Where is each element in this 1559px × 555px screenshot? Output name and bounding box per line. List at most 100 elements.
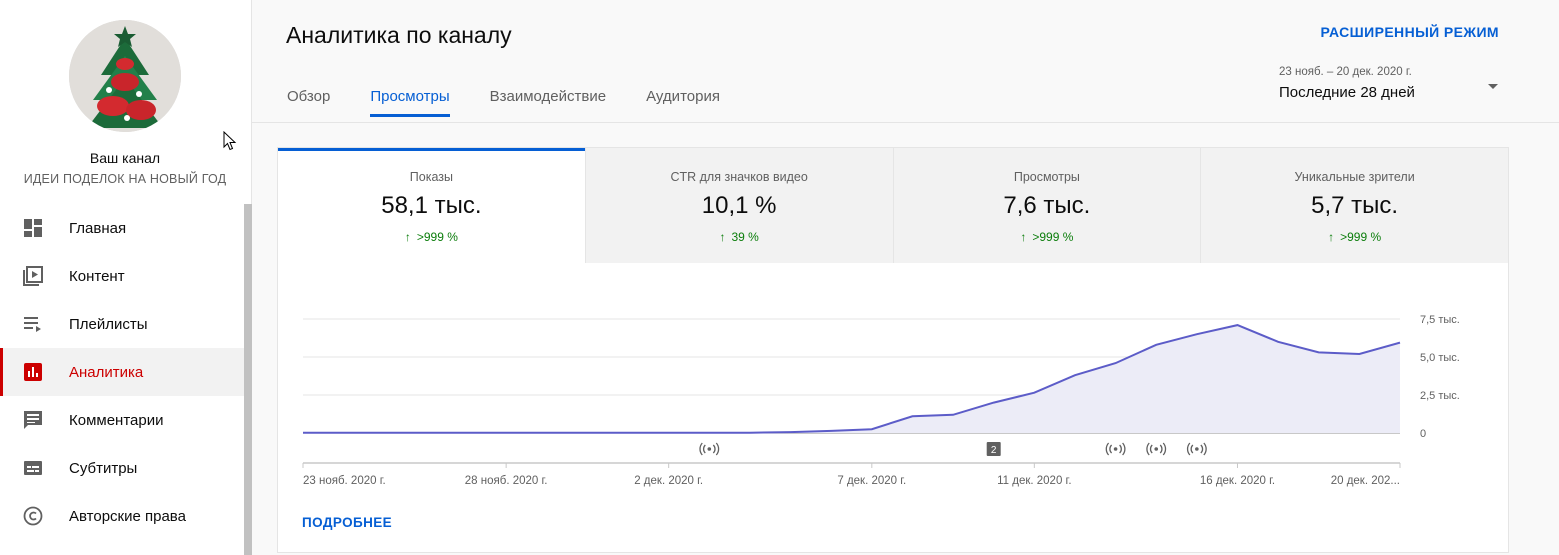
sidebar-item-label: Главная: [69, 219, 127, 237]
metric-label: Уникальные зрители: [1294, 170, 1415, 184]
live-stream-icon-part: [1146, 442, 1150, 456]
channel-subtitle: ИДЕИ ПОДЕЛОК НА НОВЫЙ ГОД: [23, 172, 227, 186]
x-tick-label: 2 дек. 2020 г.: [634, 475, 703, 487]
x-tick-label: 23 нояб. 2020 г.: [303, 475, 386, 487]
metric-label: Просмотры: [1013, 170, 1080, 184]
date-range-period: Последние 28 дней: [1279, 84, 1415, 101]
metric-change-value: >999 %: [1340, 230, 1382, 244]
live-stream-icon-part: [1109, 444, 1113, 454]
metric-label: CTR для значков видео: [670, 170, 808, 184]
sidebar-item-label: Субтитры: [69, 459, 138, 477]
sidebar-item-copyright[interactable]: Авторские права: [0, 492, 244, 540]
x-tick-label: 16 дек. 2020 г.: [1200, 475, 1275, 487]
live-stream-icon-part: [707, 447, 712, 451]
sidebar-item-subtitles[interactable]: Субтитры: [0, 444, 244, 492]
sidebar-item-label: Плейлисты: [69, 315, 148, 333]
sidebar-item-dashboard[interactable]: Главная: [0, 204, 244, 252]
sidebar-nav: Главная Контент Плейлисты Аналитика Комм…: [0, 204, 244, 540]
live-stream-icon-part: [699, 442, 703, 456]
chart-line: [303, 324, 1401, 434]
metric-change-value: >999 %: [416, 230, 458, 244]
arrow-up-icon: ↑: [719, 230, 726, 244]
sidebar-item-content[interactable]: Контент: [0, 252, 244, 300]
metric-change: ↑ 39 %: [586, 230, 893, 244]
sidebar-item-playlists[interactable]: Плейлисты: [0, 300, 244, 348]
video-library-icon: [22, 265, 44, 287]
sidebar-scrollbar[interactable]: [244, 204, 252, 555]
chart-area: [303, 325, 1400, 433]
comment-icon: [22, 409, 44, 431]
live-stream-icon-part: [712, 444, 716, 454]
live-stream-icon-part: [1113, 447, 1118, 451]
live-stream-icon-part: [1200, 444, 1204, 454]
views-chart[interactable]: 0 2,5 тыс. 5,0 тыс. 7,5 тыс. 23 нояб. 2020 г…: [278, 263, 1510, 503]
x-tick-label: 11 дек. 2020 г.: [997, 475, 1071, 487]
live-stream-icon-part: [1190, 444, 1194, 454]
live-stream-icon-part: [1203, 442, 1207, 456]
live-stream-icon-part: [1162, 442, 1167, 456]
metric-ctr[interactable]: CTR для значков видео 10,1 % ↑ 39 %: [584, 148, 893, 263]
date-range-dates: 23 нояб. – 20 дек. 2020 г.: [1279, 66, 1412, 78]
metric-value: 5,7 тыс.: [1311, 192, 1399, 219]
live-stream-icon[interactable]: [1186, 442, 1207, 456]
tab-overview[interactable]: Обзор: [287, 88, 331, 105]
live-stream-icon[interactable]: [699, 442, 720, 456]
tab-views[interactable]: Просмотры: [370, 88, 450, 117]
metric-value: 10,1 %: [701, 192, 777, 219]
event-count-label: 2: [991, 445, 997, 456]
x-tick-label: 28 нояб. 2020 г.: [465, 475, 548, 487]
sidebar-item-label: Комментарии: [69, 411, 164, 429]
metric-label: Показы: [409, 170, 453, 184]
metric-value: 7,6 тыс.: [1003, 192, 1091, 219]
sidebar-item-label: Авторские права: [69, 507, 186, 525]
metric-change: ↑ >999 %: [894, 230, 1201, 244]
live-stream-icon-part: [1154, 447, 1159, 451]
event-count-badge: [986, 442, 1001, 456]
date-range-selector[interactable]: 23 нояб. – 20 дек. 2020 г. Последние 28 …: [1279, 66, 1500, 110]
live-stream-icon-part: [1195, 447, 1199, 451]
sidebar-item-analytics[interactable]: Аналитика: [0, 348, 244, 396]
sidebar-item-comments[interactable]: Комментарии: [0, 396, 244, 444]
playlist-icon: [22, 313, 44, 335]
see-more-link[interactable]: ПОДРОБНЕЕ: [302, 515, 393, 530]
arrow-up-icon: ↑: [404, 230, 411, 244]
metric-impressions[interactable]: Показы 58,1 тыс. ↑ >999 %: [278, 148, 585, 263]
live-stream-icon-part: [1186, 442, 1191, 456]
tab-audience[interactable]: Аудитория: [646, 88, 720, 105]
channel-avatar[interactable]: [69, 20, 181, 132]
live-stream-icon-part: [1122, 442, 1126, 456]
live-stream-icon-part: [1119, 444, 1122, 454]
live-stream-icon-part: [715, 442, 720, 456]
metric-change-value: 39 %: [731, 230, 759, 244]
y-tick-label: 0: [1420, 428, 1426, 440]
y-tick-label: 5,0 тыс.: [1420, 352, 1460, 364]
metric-views[interactable]: Просмотры 7,6 тыс. ↑ >999 %: [892, 148, 1201, 263]
metric-unique-viewers[interactable]: Уникальные зрители 5,7 тыс. ↑ >999 %: [1200, 148, 1508, 263]
live-stream-icon-part: [1159, 444, 1163, 454]
metric-value: 58,1 тыс.: [381, 192, 482, 219]
copyright-icon: [22, 505, 44, 527]
live-stream-icon[interactable]: [1105, 442, 1126, 456]
live-stream-icon-part: [1149, 444, 1153, 454]
metric-change: ↑ >999 %: [278, 230, 585, 244]
metric-change-value: >999 %: [1032, 230, 1074, 244]
y-tick-label: 7,5 тыс.: [1420, 314, 1460, 326]
y-tick-label: 2,5 тыс.: [1420, 390, 1460, 402]
metric-tabs: Показы 58,1 тыс. ↑ >999 % CTR для значко…: [278, 148, 1508, 263]
x-tick-label: 7 дек. 2020 г.: [837, 475, 906, 487]
sidebar-item-label: Контент: [69, 267, 125, 285]
arrow-up-icon: ↑: [1328, 230, 1335, 244]
tab-engagement[interactable]: Взаимодействие: [489, 88, 607, 105]
dashboard-icon: [22, 217, 44, 239]
advanced-mode-button[interactable]: РАСШИРЕННЫЙ РЕЖИМ: [1320, 24, 1499, 40]
sidebar: Ваш канал ИДЕИ ПОДЕЛОК НА НОВЫЙ ГОД Глав…: [0, 0, 252, 555]
arrow-up-icon: ↑: [1020, 230, 1027, 244]
page-title: Аналитика по каналу: [286, 22, 512, 48]
channel-name: Ваш канал: [89, 150, 161, 166]
live-stream-icon-part: [1105, 442, 1110, 456]
metrics-card: Показы 58,1 тыс. ↑ >999 % CTR для значко…: [277, 147, 1509, 553]
live-stream-icon[interactable]: [1146, 442, 1167, 456]
analytics-icon: [22, 361, 44, 383]
mouse-cursor-icon: [223, 131, 237, 151]
sidebar-item-label: Аналитика: [69, 363, 144, 381]
